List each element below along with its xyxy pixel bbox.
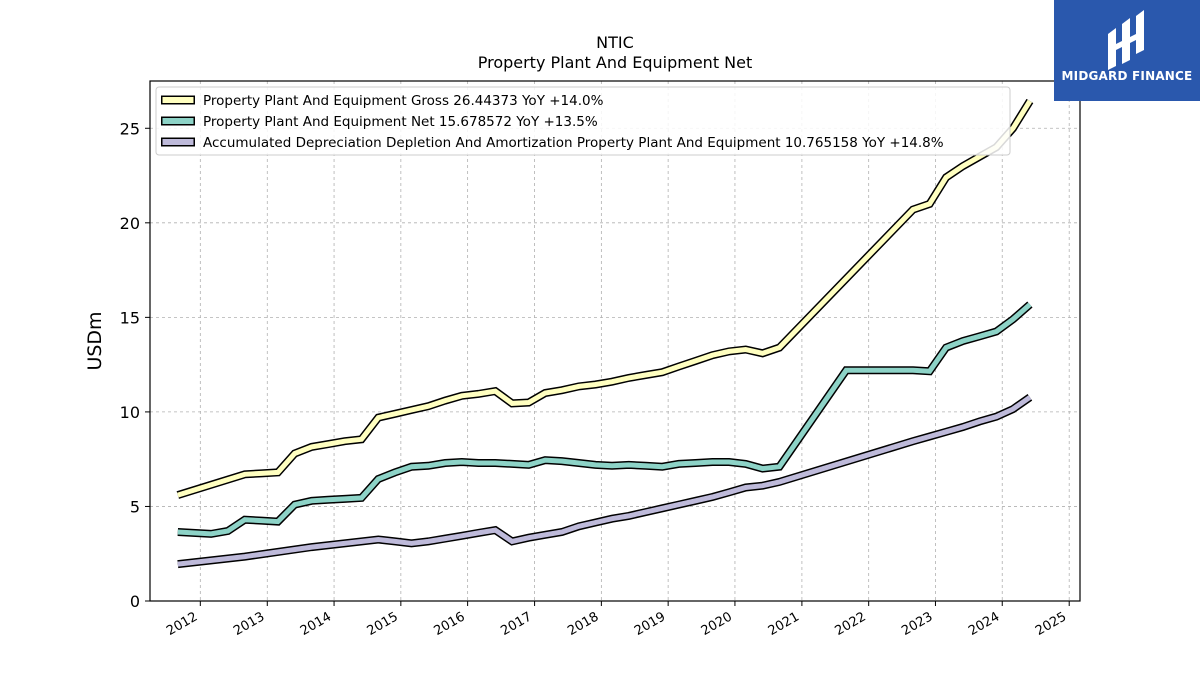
legend-label: Property Plant And Equipment Gross 26.44…: [203, 93, 604, 109]
x-tick-label: 2022: [833, 609, 869, 639]
x-tick-label: 2012: [164, 609, 200, 639]
x-tick-label: 2014: [298, 609, 334, 639]
x-tick-label: 2020: [699, 609, 735, 639]
legend-swatch: [162, 139, 194, 145]
legend-label: Accumulated Depreciation Depletion And A…: [203, 135, 944, 151]
x-tick-label: 2017: [498, 609, 534, 639]
x-tick-label: 2021: [766, 609, 802, 639]
series-outline-1: [177, 301, 1033, 538]
brand-name: MIDGARD FINANCE: [1061, 69, 1193, 83]
x-tick-label: 2016: [431, 609, 467, 639]
legend-box: [155, 86, 1011, 156]
legend-swatch: [162, 118, 194, 124]
chart-subtitle: Property Plant And Equipment Net: [478, 53, 753, 72]
x-tick-label: 2023: [899, 609, 935, 639]
y-tick-label: 0: [130, 592, 140, 611]
series-line-2: [177, 395, 1032, 567]
series-outline-2: [177, 394, 1033, 569]
legend-swatch: [162, 97, 194, 103]
legend: Property Plant And Equipment Gross 26.44…: [155, 86, 1011, 156]
x-tick-label: 2019: [632, 609, 668, 639]
series-lines: [176, 98, 1034, 569]
x-tick-label: 2015: [365, 609, 401, 639]
y-tick-label: 25: [120, 119, 140, 138]
y-axis-label: USDm: [84, 311, 106, 370]
series-line-1: [177, 302, 1032, 537]
x-tick-label: 2025: [1033, 609, 1069, 639]
series-outline-0: [176, 98, 1034, 499]
y-tick-label: 5: [130, 497, 140, 516]
y-tick-label: 15: [120, 308, 140, 327]
y-tick-label: 20: [120, 214, 140, 233]
y-axis: 0 5 10 15 20 25: [120, 119, 150, 611]
grid: [150, 81, 1080, 601]
x-tick-label: 2024: [966, 609, 1002, 639]
brand-logo: MIDGARD FINANCE: [1054, 0, 1200, 101]
x-tick-label: 2018: [565, 609, 601, 639]
series-line-0: [177, 99, 1033, 498]
midgard-logo-icon: [1108, 10, 1144, 70]
x-tick-label: 2013: [231, 609, 267, 639]
x-axis: 2012 2013 2014 2015 2016 2017 2018 2019 2020 2021…: [164, 601, 1070, 639]
y-tick-label: 10: [120, 403, 140, 422]
legend-label: Property Plant And Equipment Net 15.6785…: [203, 114, 598, 130]
chart-title: NTIC: [596, 33, 634, 52]
plot-frame: [149, 80, 1081, 602]
